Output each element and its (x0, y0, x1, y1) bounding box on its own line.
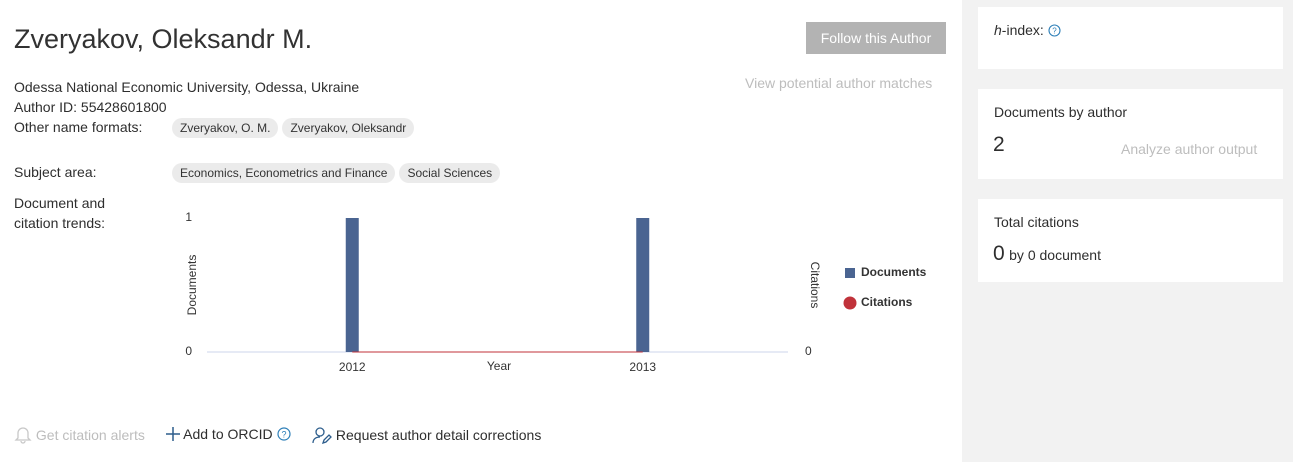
help-icon: ? (1048, 24, 1061, 37)
subjects: Economics, Econometrics and Finance Socia… (172, 163, 504, 183)
subject-tag: Social Sciences (399, 163, 501, 183)
y2-axis-title: Citations (808, 262, 822, 309)
subject-tag: Economics, Econometrics and Finance (172, 163, 396, 183)
bell-icon (14, 427, 32, 444)
orcid-link[interactable]: Add to ORCID ? (166, 426, 291, 442)
x-tick-label: 2012 (339, 360, 366, 374)
person-edit-icon (312, 427, 332, 445)
legend-label: Citations (861, 295, 913, 309)
documents-count: 2 (993, 133, 1005, 156)
analyze-link[interactable]: Analyze author output (1121, 141, 1258, 157)
citation-alerts-text: Get citation alerts (35, 427, 145, 443)
h-index-label: h-index: ? (994, 22, 1061, 38)
h-italic: h (994, 22, 1002, 38)
other-names: Zveryakov, O. M. Zveryakov, Oleksandr (172, 118, 418, 138)
citations-summary: 0 by 0 document (993, 242, 1101, 266)
author-panel: Zveryakov, Oleksandr M. Follow this Auth… (0, 0, 962, 462)
legend-symbol (845, 268, 855, 278)
name-tag: Zveryakov, O. M. (172, 118, 279, 138)
citations-count: 0 (993, 242, 1005, 265)
citation-alerts[interactable]: Get citation alerts (14, 426, 145, 444)
bar (345, 218, 359, 352)
x-tick-label: 2013 (629, 360, 656, 374)
svg-text:?: ? (1052, 27, 1057, 36)
follow-button[interactable]: Follow this Author (806, 22, 946, 54)
y-tick-label: 1 (185, 210, 192, 224)
x-axis-title: Year (487, 359, 511, 373)
documents-card: Documents by author 2 Analyze author out… (978, 89, 1283, 179)
bar (636, 218, 650, 352)
y2-tick-label: 0 (805, 344, 812, 358)
other-names-label: Other name formats: (14, 119, 143, 135)
legend-label: Documents (861, 265, 927, 279)
name-tag: Zveryakov, Oleksandr (282, 118, 415, 138)
documents-label: Documents by author (994, 104, 1128, 120)
svg-text:?: ? (281, 429, 286, 439)
subject-label: Subject area: (14, 164, 97, 180)
y-tick-label: 0 (185, 344, 192, 358)
citations-card: Total citations 0 by 0 document (978, 199, 1283, 282)
help-icon: ? (276, 427, 291, 441)
trend-chart: 0 1 0 Documents Citations Year 2012 2013 Documen… (185, 210, 927, 374)
corrections-link[interactable]: Request author detail corrections (312, 426, 542, 445)
h-index-card: h-index: ? (978, 7, 1283, 69)
citations-label: Total citations (994, 214, 1079, 230)
plus-icon (166, 427, 180, 441)
author-id: Author ID: 55428601800 (14, 99, 167, 115)
h-rest: -index: (1001, 22, 1044, 38)
y-axis-title: Documents (185, 255, 199, 316)
orcid-text: Add to ORCID (183, 426, 273, 442)
corrections-text: Request author detail corrections (335, 427, 542, 443)
citations-text: by 0 document (1009, 247, 1101, 263)
author-name: Zveryakov, Oleksandr M. (14, 24, 313, 54)
affiliation: Odessa National Economic University, Ode… (14, 79, 360, 95)
legend-symbol (843, 296, 857, 310)
trends-label: Document and citation trends: (14, 195, 106, 231)
potential-matches-link[interactable]: View potential author matches (745, 75, 933, 91)
